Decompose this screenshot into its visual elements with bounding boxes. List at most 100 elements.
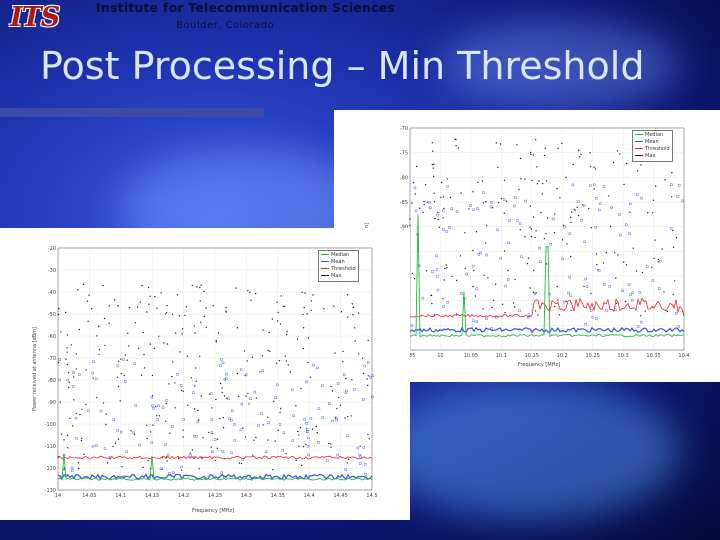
- max-point: [63, 468, 65, 471]
- max-point: [86, 300, 89, 302]
- mean-point: [95, 377, 98, 381]
- max-point: [75, 412, 78, 415]
- mean-point: [435, 268, 439, 271]
- mean-point: [221, 450, 225, 453]
- max-point: [472, 249, 474, 252]
- max-point: [625, 162, 628, 165]
- max-point: [66, 334, 69, 336]
- max-point: [657, 258, 660, 261]
- max-point: [344, 417, 346, 419]
- max-point: [91, 308, 93, 310]
- y-axis-label: Power received at antenna [dBm]: [32, 327, 38, 411]
- max-point: [482, 202, 485, 204]
- max-point: [632, 247, 634, 249]
- mean-point: [211, 450, 214, 453]
- mean-point: [321, 416, 324, 419]
- max-point: [411, 272, 413, 275]
- max-point: [148, 303, 150, 305]
- max-point: [57, 456, 59, 458]
- mean-point: [58, 358, 61, 361]
- max-point: [92, 377, 94, 379]
- threshold-series-line: [57, 455, 373, 460]
- max-point: [367, 433, 369, 436]
- max-point: [179, 351, 181, 353]
- mean-point: [356, 446, 360, 450]
- max-point: [485, 242, 487, 244]
- max-point: [641, 271, 644, 274]
- mean-point: [640, 320, 643, 324]
- max-point: [155, 405, 157, 408]
- max-point: [60, 433, 63, 435]
- max-point: [616, 150, 619, 152]
- mean-point: [599, 202, 602, 206]
- max-point: [198, 468, 200, 470]
- max-point: [297, 430, 299, 433]
- mean-point: [441, 209, 445, 212]
- mean-point: [219, 364, 222, 368]
- mean-point: [72, 385, 75, 388]
- y-tick-label: -110: [45, 444, 56, 450]
- mean-point: [87, 409, 90, 412]
- max-point: [67, 372, 70, 374]
- max-point: [289, 371, 291, 373]
- max-point: [543, 154, 546, 157]
- max-point: [430, 294, 432, 297]
- max-point: [215, 398, 217, 401]
- max-point: [524, 236, 526, 238]
- mean-point: [584, 277, 587, 281]
- max-point: [554, 305, 556, 308]
- max-point: [278, 360, 280, 362]
- mean-point: [120, 430, 123, 434]
- max-point: [299, 427, 302, 429]
- mean-point: [210, 431, 214, 434]
- max-point: [409, 218, 411, 220]
- mean-point: [414, 209, 418, 213]
- plot-frame: [409, 127, 685, 351]
- max-point: [120, 358, 122, 360]
- max-point: [440, 181, 443, 184]
- max-point: [280, 295, 282, 297]
- max-point: [128, 345, 130, 347]
- max-point: [535, 230, 537, 232]
- max-point: [440, 196, 442, 199]
- max-point: [437, 218, 439, 221]
- max-point: [310, 300, 312, 302]
- mean-point: [112, 418, 115, 421]
- x-tick-label: 10.2: [557, 353, 568, 359]
- mean-point: [192, 434, 196, 438]
- max-point: [267, 349, 269, 352]
- mean-point: [326, 459, 329, 462]
- max-point: [88, 294, 90, 296]
- max-point: [468, 208, 470, 210]
- max-point: [205, 326, 207, 328]
- plot-left: 14 14.05 14.1 14.15 14.2 14.25 14.3 14.35 14.4 14…: [0, 228, 410, 520]
- mean-point: [213, 438, 217, 441]
- max-point: [413, 182, 415, 184]
- max-point: [516, 144, 518, 146]
- max-point: [211, 407, 213, 409]
- x-tick-label: 14.2: [178, 493, 189, 499]
- max-point: [580, 153, 582, 156]
- mean-point: [362, 398, 365, 401]
- max-point: [432, 167, 434, 169]
- max-point: [672, 293, 674, 296]
- max-point: [535, 292, 537, 294]
- max-point: [666, 310, 668, 313]
- max-point: [485, 201, 487, 203]
- max-point: [114, 442, 117, 444]
- max-point: [576, 206, 578, 208]
- max-point: [652, 212, 654, 214]
- mean-point: [496, 228, 499, 232]
- mean-point: [233, 439, 236, 442]
- max-point: [222, 427, 225, 429]
- mean-point: [651, 279, 655, 282]
- mean-point: [475, 287, 479, 290]
- max-point: [553, 232, 556, 234]
- mean-point: [367, 361, 370, 364]
- max-point: [302, 445, 305, 448]
- max-point: [254, 293, 257, 295]
- max-point: [306, 313, 308, 315]
- max-point: [536, 183, 539, 185]
- max-point: [494, 283, 497, 285]
- max-point: [672, 246, 675, 248]
